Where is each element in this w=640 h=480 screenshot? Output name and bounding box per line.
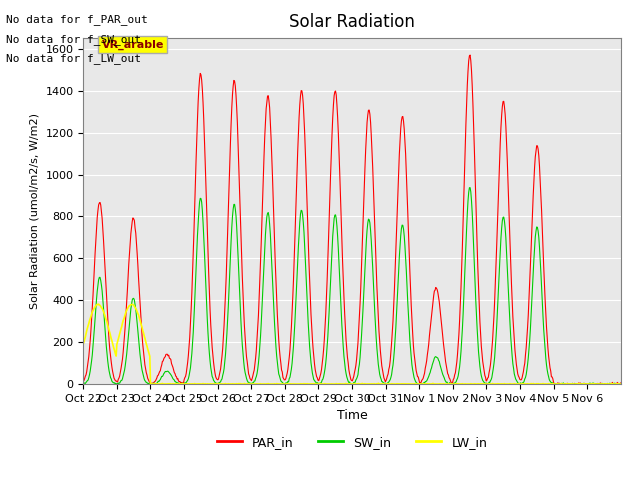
PAR_in <box>408 317 416 323</box>
Text: No data for f_SW_out: No data for f_SW_out <box>6 34 141 45</box>
SW_in <box>408 354 415 360</box>
Line: PAR_in: PAR_in <box>83 55 621 384</box>
SW_in <box>438 367 445 373</box>
PAR_in <box>467 52 474 58</box>
LW_in <box>79 342 87 348</box>
LW_in <box>617 381 625 387</box>
PAR_in <box>438 326 446 332</box>
SW_in <box>143 380 150 385</box>
PAR_in <box>143 370 150 375</box>
SW_in <box>268 261 276 266</box>
Line: SW_in: SW_in <box>83 188 621 384</box>
Text: VR_arable: VR_arable <box>102 40 164 50</box>
SW_in <box>467 185 474 191</box>
X-axis label: Time: Time <box>337 409 367 422</box>
SW_in <box>288 360 296 366</box>
LW_in <box>147 381 154 387</box>
Line: LW_in: LW_in <box>83 304 621 384</box>
Y-axis label: Solar Radiation (umol/m2/s, W/m2): Solar Radiation (umol/m2/s, W/m2) <box>30 113 40 309</box>
PAR_in <box>617 380 625 386</box>
PAR_in <box>242 345 250 351</box>
LW_in <box>269 381 277 387</box>
Text: No data for f_LW_out: No data for f_LW_out <box>6 53 141 64</box>
LW_in <box>95 301 102 307</box>
LW_in <box>439 381 447 387</box>
LW_in <box>143 343 151 349</box>
PAR_in <box>269 173 276 179</box>
Legend: PAR_in, SW_in, LW_in: PAR_in, SW_in, LW_in <box>212 431 492 454</box>
LW_in <box>243 381 250 387</box>
SW_in <box>617 381 625 387</box>
PAR_in <box>289 294 296 300</box>
PAR_in <box>79 378 87 384</box>
SW_in <box>241 370 249 375</box>
LW_in <box>290 381 298 387</box>
Text: No data for f_PAR_out: No data for f_PAR_out <box>6 14 148 25</box>
Title: Solar Radiation: Solar Radiation <box>289 13 415 31</box>
PAR_in <box>179 381 187 387</box>
LW_in <box>409 381 417 387</box>
SW_in <box>79 381 87 387</box>
